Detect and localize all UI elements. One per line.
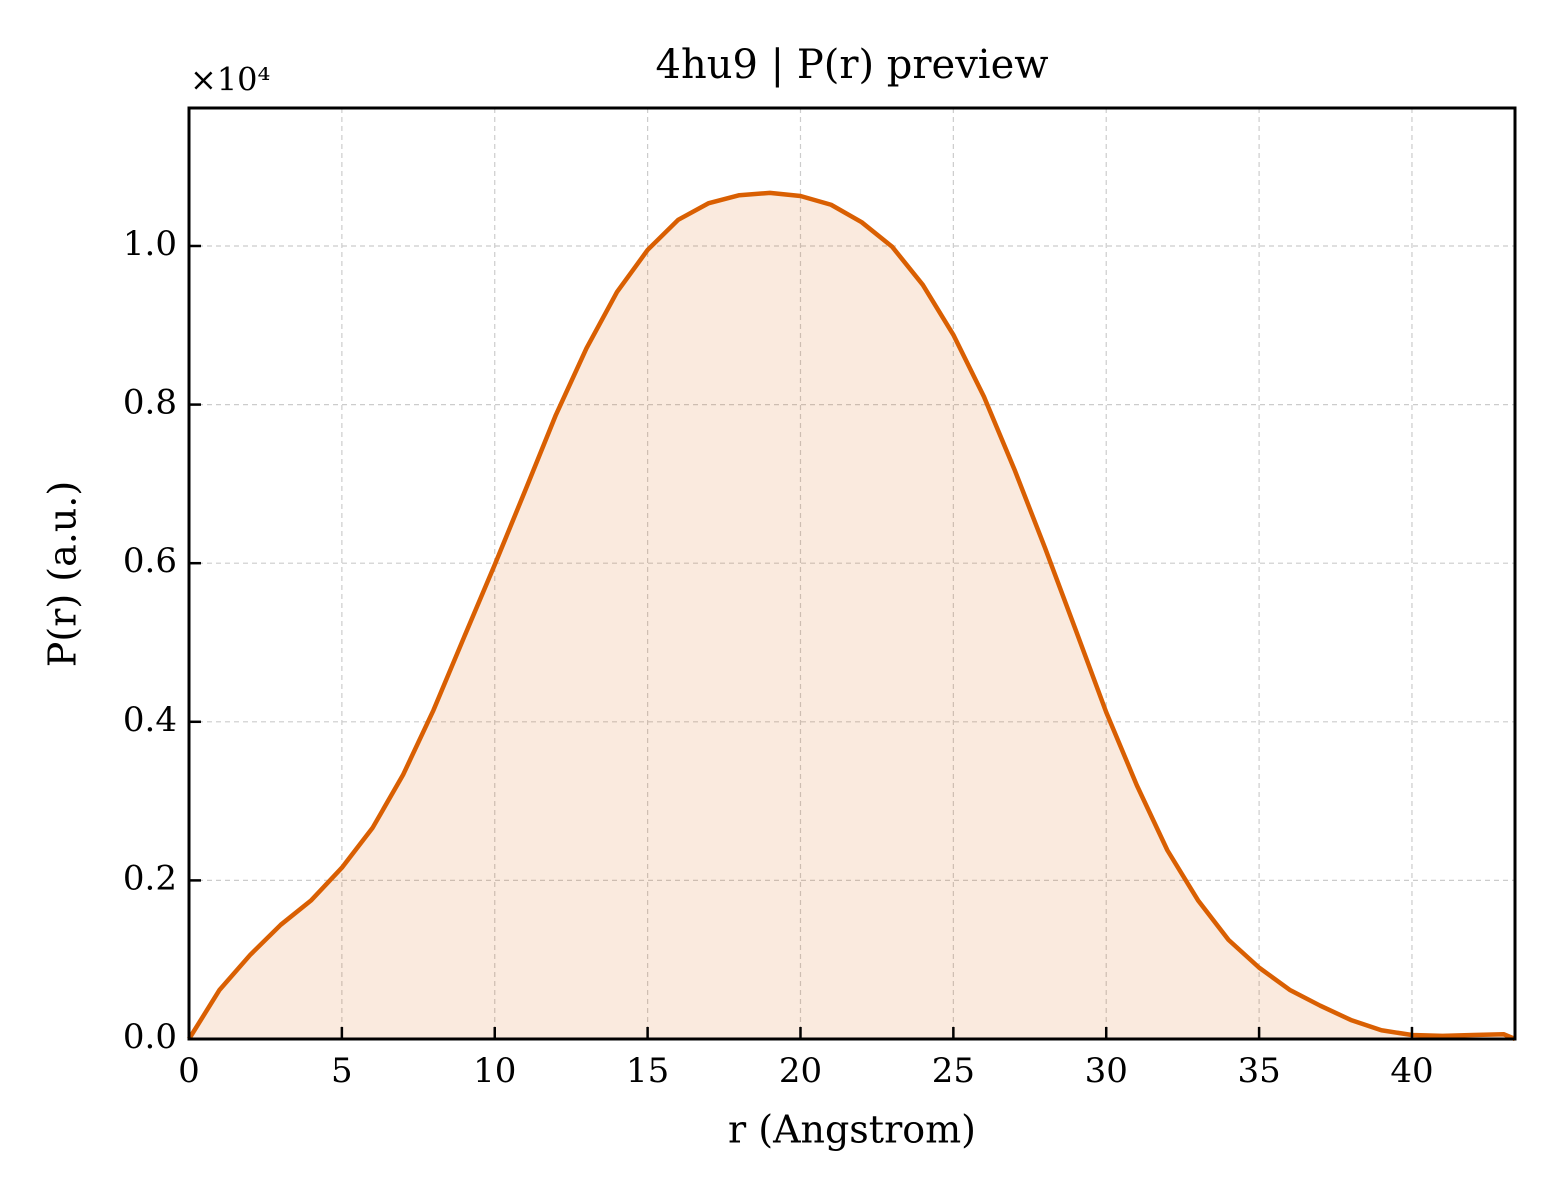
x-tick-label: 30 — [1085, 1051, 1128, 1091]
y-axis-label: P(r) (a.u.) — [41, 481, 85, 667]
x-tick-label: 25 — [932, 1051, 975, 1091]
x-tick-label: 15 — [626, 1051, 669, 1091]
y-tick-label: 0.4 — [123, 700, 177, 740]
x-axis-label: r (Angstrom) — [728, 1108, 976, 1152]
plot-frame — [187, 106, 1517, 1041]
y-tick-label: 0.0 — [123, 1017, 177, 1057]
x-tick-label: 40 — [1390, 1051, 1433, 1091]
chart-title: 4hu9 | P(r) preview — [656, 42, 1049, 88]
x-tick-label: 10 — [473, 1051, 516, 1091]
area — [189, 192, 1515, 1040]
y-offset-label: ×10⁴ — [190, 61, 270, 99]
y-tick-label: 1.0 — [123, 224, 177, 264]
y-tick-label: 0.6 — [123, 541, 177, 581]
line — [187, 190, 1516, 1042]
y-tick-label: 0.2 — [123, 858, 177, 898]
y-tick-label: 0.8 — [123, 383, 177, 423]
x-tick-label: 35 — [1237, 1051, 1280, 1091]
x-tick-label: 5 — [331, 1051, 353, 1091]
x-tick-label: 0 — [178, 1051, 200, 1091]
x-tick-label: 20 — [779, 1051, 822, 1091]
